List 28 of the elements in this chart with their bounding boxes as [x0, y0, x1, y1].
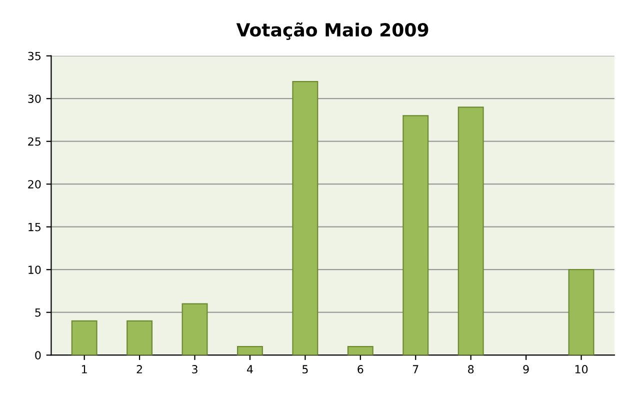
x-tick-label: 4	[246, 365, 253, 374]
x-tick-label: 3	[192, 365, 198, 374]
y-tick-label: 15	[28, 222, 41, 232]
x-tick-label: 2	[136, 365, 142, 374]
y-tick-label: 30	[28, 94, 41, 103]
x-tick-label: 9	[523, 365, 529, 374]
y-tick-label: 5	[35, 308, 41, 317]
x-tick-label: 1	[82, 365, 87, 374]
x-tick-label: 7	[413, 365, 418, 374]
x-tick-label: 5	[302, 365, 308, 374]
x-tick-label: 10	[575, 365, 588, 374]
y-tick-label: 25	[28, 137, 41, 146]
x-tick-label: 6	[358, 365, 364, 374]
bar	[402, 115, 429, 356]
y-tick-label: 35	[28, 52, 41, 60]
chart-title: Votação Maio 2009	[236, 22, 428, 40]
y-tick-label: 10	[28, 266, 41, 274]
x-tick-label: 8	[468, 365, 474, 374]
bar	[458, 106, 484, 356]
y-tick-label: 0	[35, 351, 41, 360]
bar	[71, 320, 98, 356]
y-tick-label: 20	[28, 180, 41, 188]
bar	[292, 80, 318, 356]
bar	[182, 303, 208, 356]
bar	[347, 346, 374, 356]
bar	[126, 320, 153, 356]
bar	[568, 269, 594, 356]
bar	[237, 346, 263, 356]
